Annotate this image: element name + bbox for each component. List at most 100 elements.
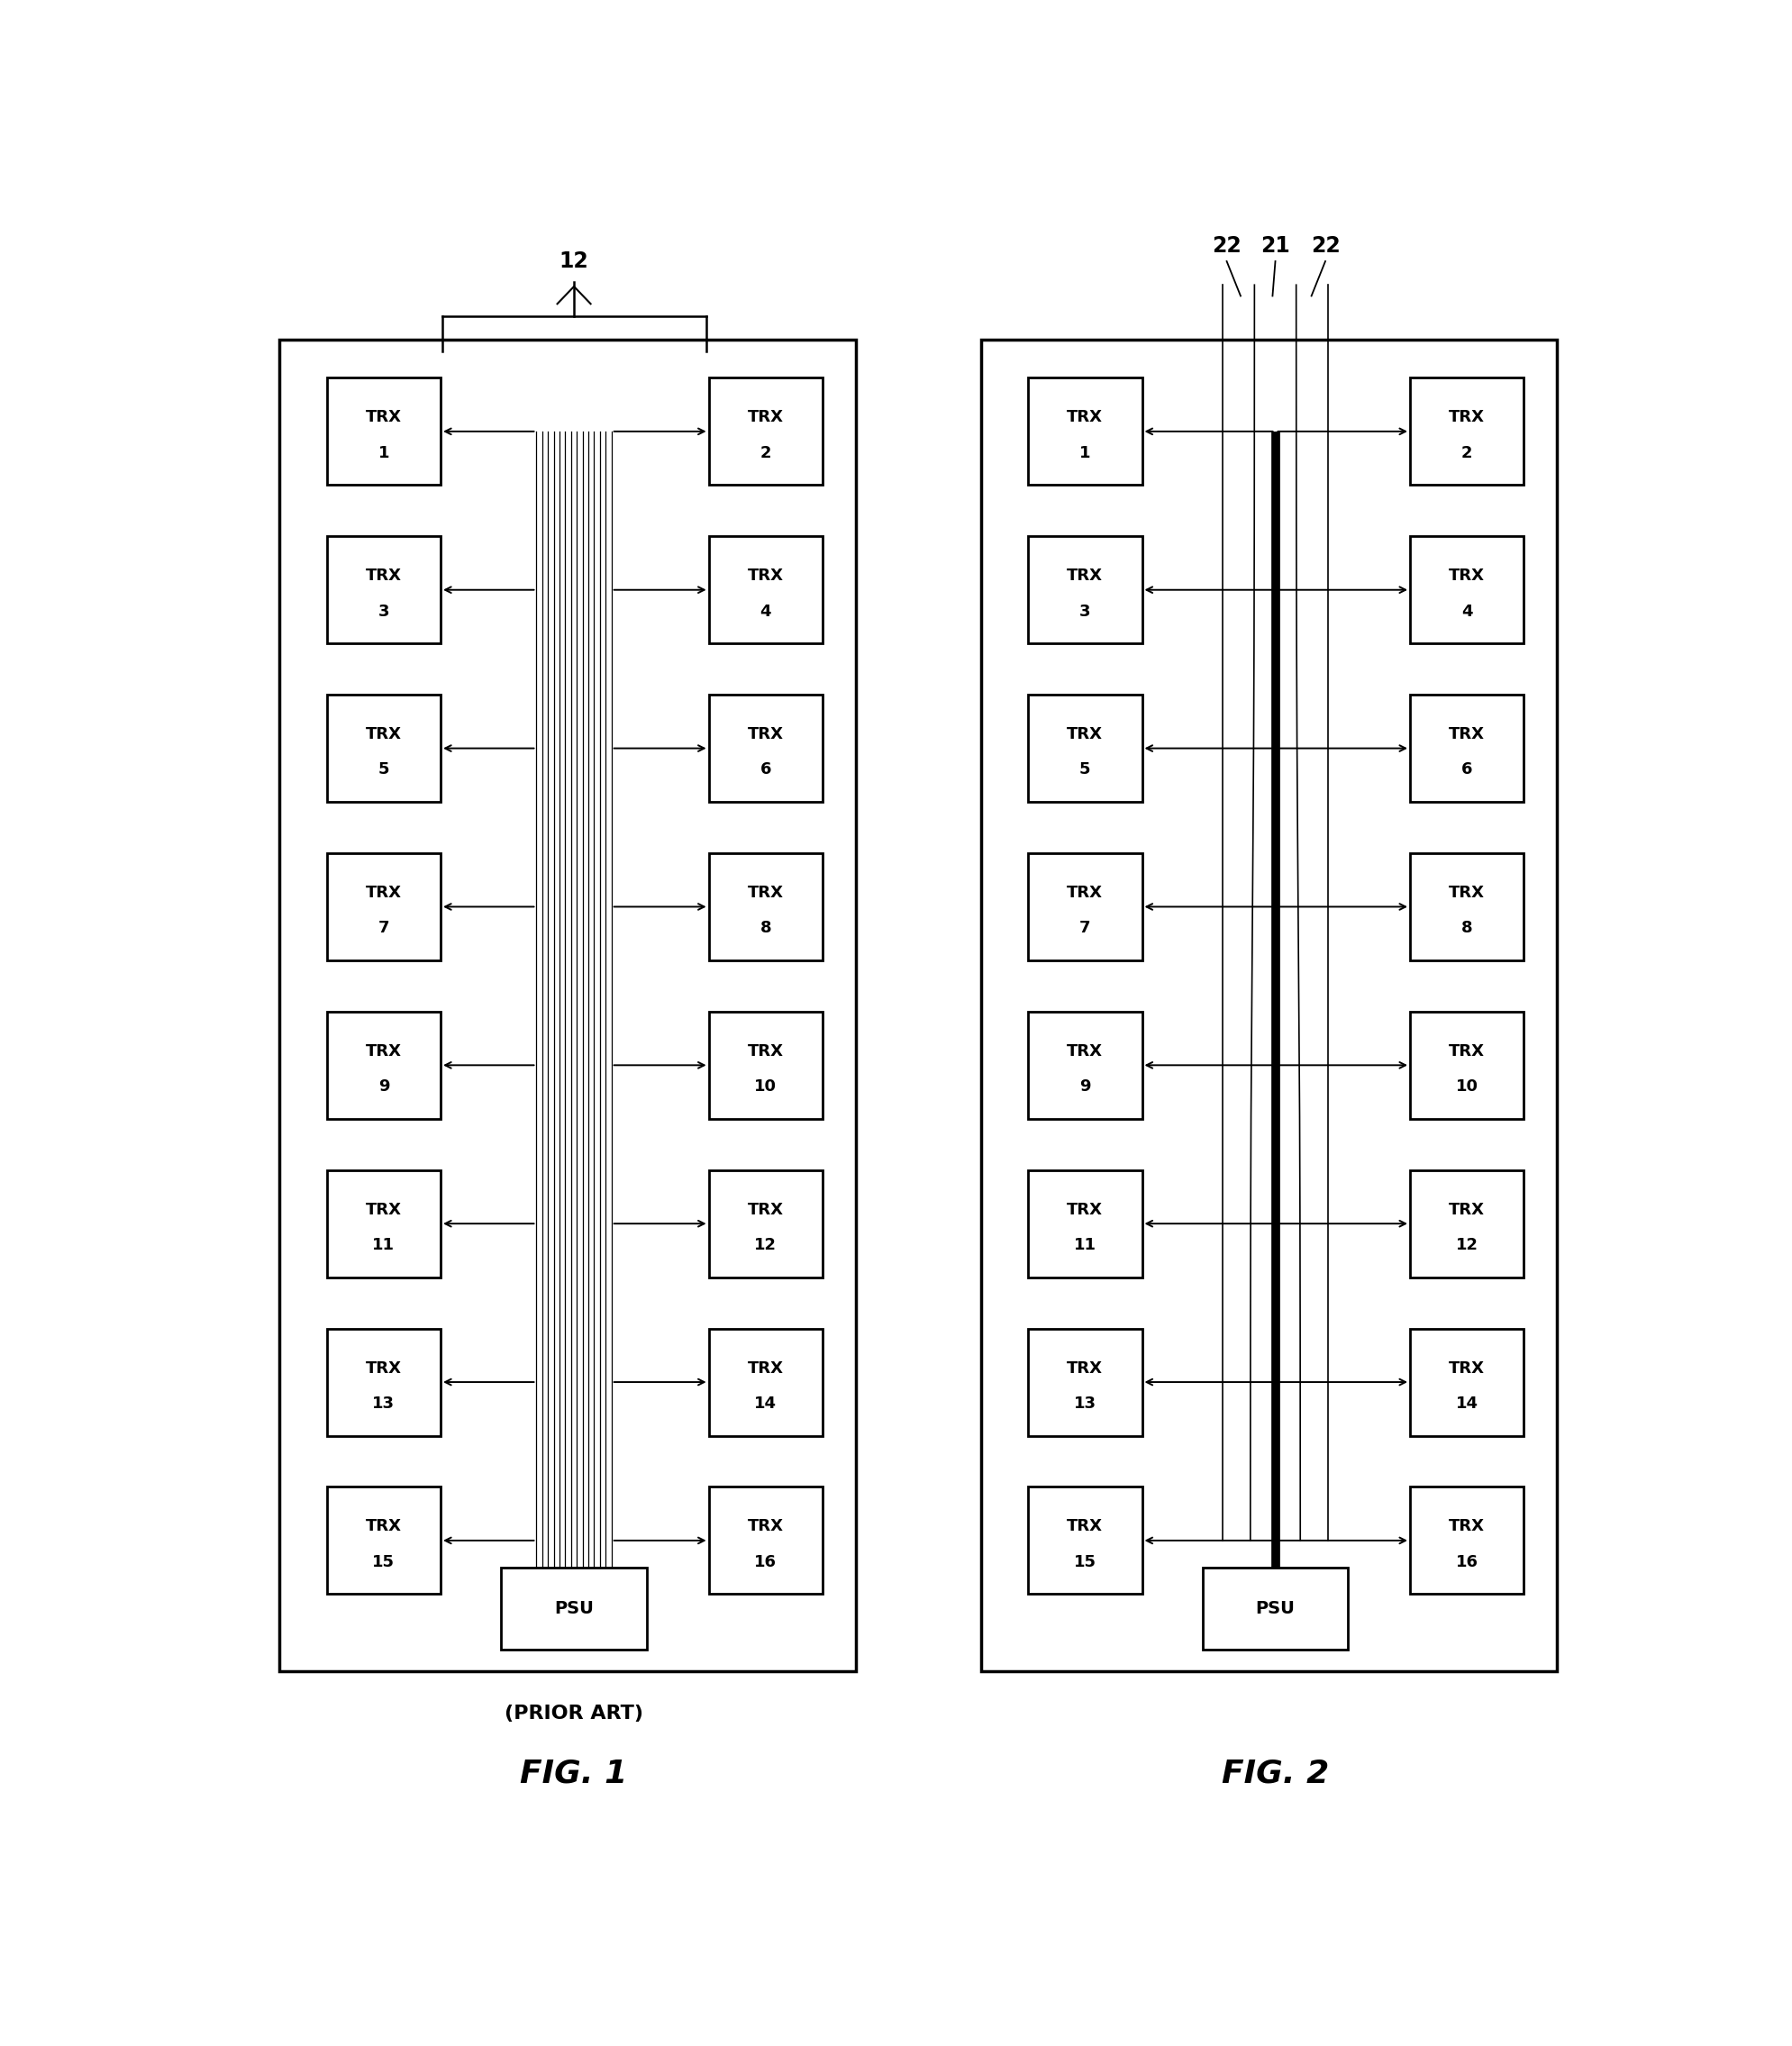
- Text: TRX: TRX: [1450, 1201, 1486, 1217]
- Text: TRX: TRX: [747, 726, 783, 743]
- Text: FIG. 1: FIG. 1: [520, 1758, 627, 1788]
- Bar: [1029, 1328, 1142, 1436]
- Text: 9: 9: [1079, 1078, 1091, 1095]
- Bar: [326, 853, 441, 960]
- Text: 10: 10: [754, 1078, 778, 1095]
- Text: 15: 15: [1073, 1553, 1097, 1569]
- Text: TRX: TRX: [366, 569, 401, 583]
- Text: 5: 5: [1079, 761, 1091, 777]
- Text: 7: 7: [378, 921, 389, 937]
- Text: 2: 2: [1460, 444, 1473, 460]
- Text: 1: 1: [378, 444, 389, 460]
- Text: 12: 12: [559, 252, 590, 272]
- Text: 3: 3: [1079, 604, 1091, 620]
- Bar: [326, 1487, 441, 1594]
- Text: 12: 12: [754, 1238, 778, 1252]
- Bar: [1410, 1170, 1523, 1277]
- Text: 13: 13: [373, 1395, 394, 1412]
- Text: TRX: TRX: [747, 1201, 783, 1217]
- Text: TRX: TRX: [1066, 884, 1104, 900]
- Text: TRX: TRX: [1066, 1043, 1104, 1060]
- Text: TRX: TRX: [366, 1361, 401, 1377]
- Text: TRX: TRX: [1066, 1361, 1104, 1377]
- Text: TRX: TRX: [1066, 1201, 1104, 1217]
- Bar: [326, 536, 441, 642]
- Text: TRX: TRX: [366, 409, 401, 426]
- Text: TRX: TRX: [747, 884, 783, 900]
- Bar: [1410, 1487, 1523, 1594]
- Text: TRX: TRX: [747, 1518, 783, 1534]
- Text: TRX: TRX: [366, 884, 401, 900]
- Text: 3: 3: [378, 604, 389, 620]
- Bar: [326, 379, 441, 485]
- Bar: [502, 1567, 647, 1649]
- Text: 15: 15: [373, 1553, 394, 1569]
- Text: 22: 22: [1310, 235, 1340, 256]
- Bar: [1029, 853, 1142, 960]
- Bar: [708, 379, 823, 485]
- Text: 21: 21: [1260, 235, 1290, 256]
- Text: TRX: TRX: [1450, 1361, 1486, 1377]
- Bar: [1029, 379, 1142, 485]
- Bar: [708, 1487, 823, 1594]
- Bar: [326, 696, 441, 802]
- Text: 2: 2: [760, 444, 771, 460]
- Text: TRX: TRX: [747, 409, 783, 426]
- Text: 13: 13: [1073, 1395, 1097, 1412]
- Bar: [326, 1170, 441, 1277]
- Bar: [326, 1328, 441, 1436]
- Text: TRX: TRX: [1450, 884, 1486, 900]
- Bar: [1029, 1170, 1142, 1277]
- Text: TRX: TRX: [1450, 1043, 1486, 1060]
- Text: 9: 9: [378, 1078, 389, 1095]
- Text: TRX: TRX: [1450, 1518, 1486, 1534]
- Text: 4: 4: [1460, 604, 1473, 620]
- Text: 14: 14: [1455, 1395, 1478, 1412]
- Text: TRX: TRX: [1450, 569, 1486, 583]
- Bar: [1202, 1567, 1348, 1649]
- Text: TRX: TRX: [366, 1043, 401, 1060]
- Text: PSU: PSU: [1256, 1600, 1296, 1616]
- Text: TRX: TRX: [747, 1043, 783, 1060]
- Bar: [1410, 853, 1523, 960]
- Bar: [708, 1328, 823, 1436]
- Bar: [1410, 1011, 1523, 1119]
- Text: 12: 12: [1455, 1238, 1478, 1252]
- Text: TRX: TRX: [1066, 1518, 1104, 1534]
- Text: TRX: TRX: [1450, 409, 1486, 426]
- Text: 22: 22: [1211, 235, 1242, 256]
- Bar: [1410, 1328, 1523, 1436]
- Bar: [708, 536, 823, 642]
- Text: (PRIOR ART): (PRIOR ART): [505, 1704, 643, 1723]
- Bar: [1410, 696, 1523, 802]
- Text: FIG. 2: FIG. 2: [1222, 1758, 1330, 1788]
- Text: 8: 8: [1460, 921, 1473, 937]
- Text: 8: 8: [760, 921, 771, 937]
- Text: TRX: TRX: [1066, 726, 1104, 743]
- Text: 7: 7: [1079, 921, 1091, 937]
- Text: TRX: TRX: [366, 1518, 401, 1534]
- Bar: [708, 853, 823, 960]
- Text: 4: 4: [760, 604, 771, 620]
- Text: 1: 1: [1079, 444, 1091, 460]
- Bar: [708, 1170, 823, 1277]
- Bar: [326, 1011, 441, 1119]
- Text: TRX: TRX: [1066, 409, 1104, 426]
- Text: 16: 16: [1455, 1553, 1478, 1569]
- Bar: [280, 340, 857, 1672]
- Bar: [1029, 536, 1142, 642]
- Text: 11: 11: [1073, 1238, 1097, 1252]
- Text: TRX: TRX: [366, 1201, 401, 1217]
- Text: 14: 14: [754, 1395, 778, 1412]
- Text: 6: 6: [760, 761, 771, 777]
- Text: TRX: TRX: [1066, 569, 1104, 583]
- Text: 10: 10: [1455, 1078, 1478, 1095]
- Bar: [708, 1011, 823, 1119]
- Bar: [1410, 379, 1523, 485]
- Text: 6: 6: [1460, 761, 1473, 777]
- Bar: [1029, 1487, 1142, 1594]
- Bar: [1029, 696, 1142, 802]
- Bar: [1410, 536, 1523, 642]
- Text: TRX: TRX: [366, 726, 401, 743]
- Text: 16: 16: [754, 1553, 778, 1569]
